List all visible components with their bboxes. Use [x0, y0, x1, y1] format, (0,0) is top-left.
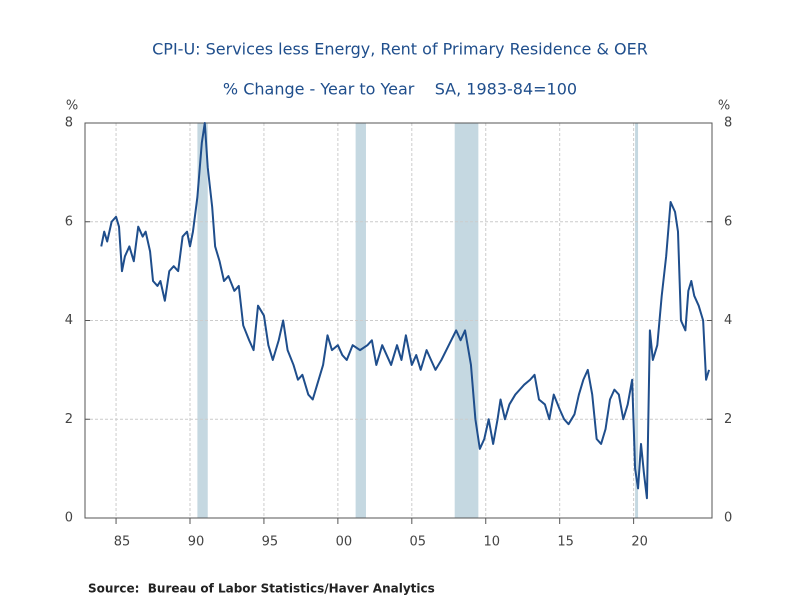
y2-tick-label: 8 [724, 116, 732, 131]
y-axis-label: % [66, 99, 78, 114]
x-tick-label: 90 [188, 535, 205, 550]
y2-tick-label: 6 [724, 214, 732, 229]
y2-tick-label: 4 [724, 313, 732, 328]
x-tick-label: 20 [631, 535, 648, 550]
y-tick-label: 0 [65, 511, 73, 526]
x-tick-label: 05 [410, 535, 427, 550]
x-tick-label: 00 [336, 535, 353, 550]
x-tick-label: 15 [557, 535, 574, 550]
y-tick-label: 4 [65, 313, 73, 328]
data-line [100, 122, 710, 500]
y2-tick-label: 0 [724, 511, 732, 526]
y-tick-label: 2 [65, 412, 73, 427]
y2-axis-label: % [718, 99, 730, 114]
x-tick-label: 95 [262, 535, 279, 550]
plot-frame [84, 122, 713, 519]
chart-subtitle: % Change - Year to Year SA, 1983-84=100 [223, 80, 577, 99]
x-tick-label: 85 [114, 535, 131, 550]
y-tick-label: 8 [65, 116, 73, 131]
chart-title: CPI-U: Services less Energy, Rent of Pri… [152, 40, 648, 59]
y-tick-label: 6 [65, 214, 73, 229]
source: Source: Bureau of Labor Statistics/Haver… [88, 582, 435, 596]
y2-tick-label: 2 [724, 412, 732, 427]
x-tick-label: 10 [483, 535, 500, 550]
